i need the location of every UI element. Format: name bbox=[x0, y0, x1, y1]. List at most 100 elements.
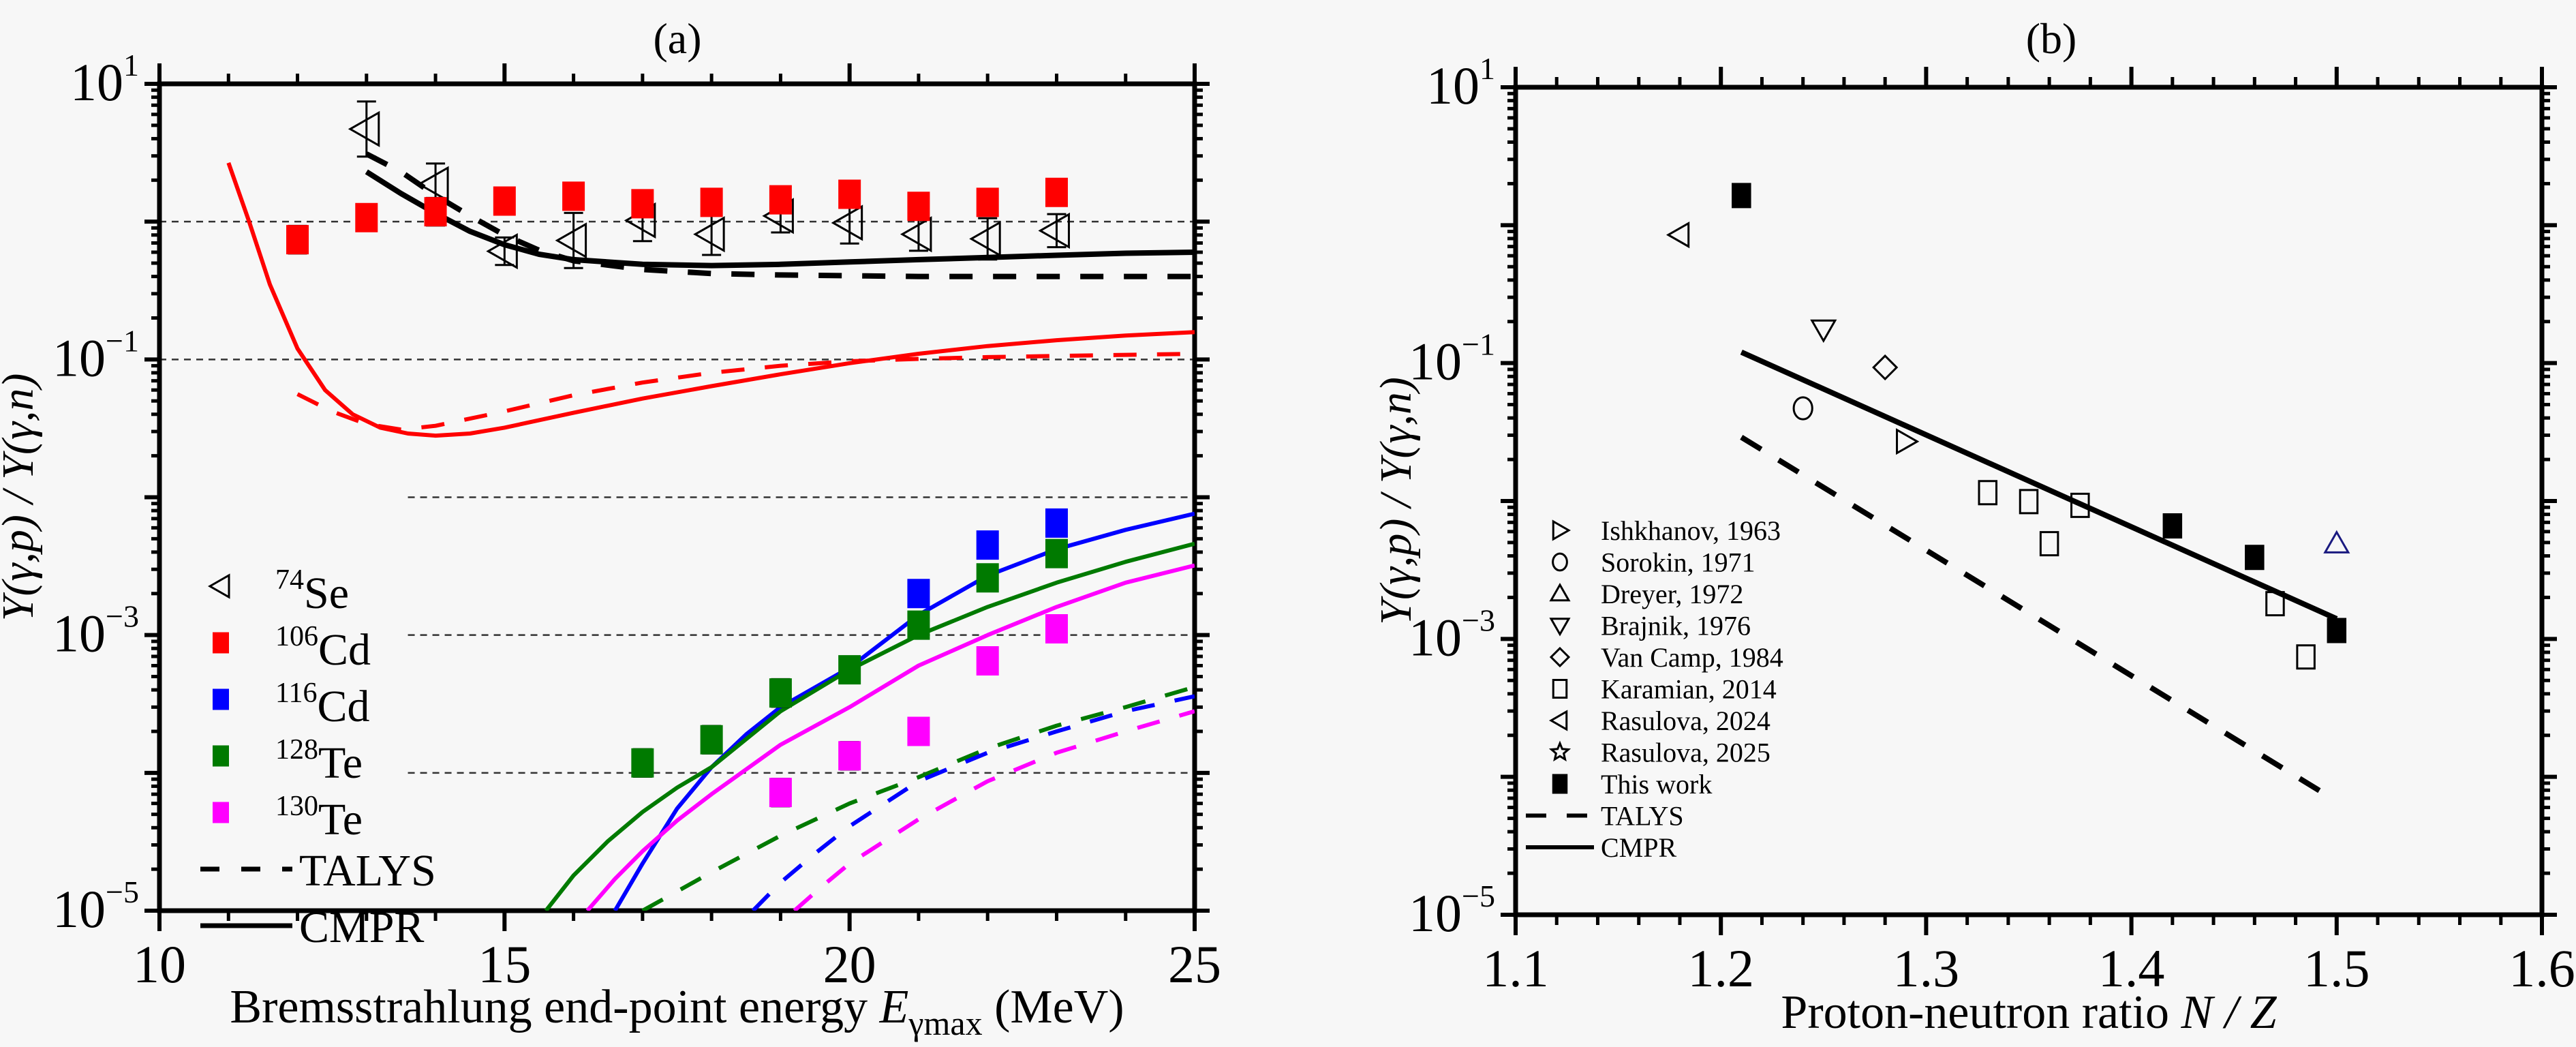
curve-128te-talys bbox=[641, 684, 1195, 911]
data-point-106cd bbox=[976, 187, 999, 217]
data-point-karamian-2014 bbox=[2265, 591, 2285, 617]
curve-cmpr bbox=[1740, 349, 2338, 622]
legend-label: CMPR bbox=[299, 902, 424, 952]
data-point-106cd bbox=[355, 202, 378, 232]
legend-marker bbox=[1552, 774, 1568, 794]
legend-label: Sorokin, 1971 bbox=[1601, 547, 1755, 578]
legend-label: This work bbox=[1601, 769, 1712, 800]
data-point-106cd bbox=[631, 189, 654, 219]
curve-116cd-talys bbox=[751, 694, 1195, 911]
curve-130te-cmpr bbox=[585, 563, 1195, 911]
x-tick-label: 15 bbox=[478, 935, 531, 994]
y-tick-label: 10−3 bbox=[1409, 603, 1495, 667]
x-axis-label: Proton-neutron ratio N / Z bbox=[1781, 986, 2277, 1039]
legend-marker bbox=[1552, 519, 1571, 541]
curve-130te-talys bbox=[793, 709, 1195, 911]
x-tick-label: 1.1 bbox=[1482, 939, 1549, 998]
legend-label: Van Camp, 1984 bbox=[1601, 642, 1783, 673]
x-axis-label: Bremsstrahlung end-point energy Eγmax (M… bbox=[230, 981, 1124, 1042]
legend-label: 106Cd bbox=[275, 621, 371, 675]
data-point-106cd bbox=[838, 179, 861, 209]
data-point-74se bbox=[969, 220, 1001, 258]
legend-label: Ishkhanov, 1963 bbox=[1601, 515, 1781, 546]
data-point-karamian-2014 bbox=[2296, 644, 2316, 670]
data-point-this-work bbox=[1732, 183, 1751, 209]
data-point-74se bbox=[348, 110, 380, 147]
data-point-van-camp-1984 bbox=[1872, 354, 1899, 381]
x-tick-label: 25 bbox=[1168, 935, 1221, 994]
panel-title: (b) bbox=[2026, 14, 2077, 63]
curve-128te-cmpr bbox=[544, 541, 1195, 911]
legend-label: Rasulova, 2024 bbox=[1601, 705, 1770, 736]
legend-label: 116Cd bbox=[275, 678, 369, 731]
data-point-this-work bbox=[2245, 545, 2265, 571]
y-tick-label: 10−5 bbox=[52, 875, 139, 939]
legend-label: TALYS bbox=[1601, 801, 1684, 832]
data-point-128te bbox=[907, 610, 930, 640]
curve-74se-talys bbox=[365, 151, 1195, 279]
legend-marker bbox=[1552, 679, 1568, 699]
legend-label: CMPR bbox=[1601, 832, 1676, 863]
data-point-brajnik-1976 bbox=[1810, 319, 1837, 344]
data-point-116cd bbox=[976, 530, 999, 560]
panel-b: (b) 101 10−1 10−3 10−51.1 1.2 1.3 1.4 1.5 1.6 Prot… bbox=[1371, 14, 2575, 1039]
data-point-128te bbox=[631, 748, 654, 778]
legend-marker bbox=[207, 573, 230, 599]
curve-106cd-talys bbox=[296, 352, 1195, 432]
curve-106cd-cmpr bbox=[226, 162, 1195, 438]
data-point-74se bbox=[831, 204, 863, 241]
data-point-128te bbox=[1045, 538, 1068, 568]
data-point-130te bbox=[976, 646, 999, 676]
y-tick-label: 10−1 bbox=[52, 323, 139, 387]
legend-label: Brajnik, 1976 bbox=[1601, 611, 1751, 641]
data-point-128te bbox=[769, 678, 792, 708]
data-point-130te bbox=[1045, 614, 1068, 644]
legend-marker bbox=[1552, 552, 1568, 572]
y-tick-label: 10−1 bbox=[1409, 327, 1495, 391]
legend-marker bbox=[213, 802, 229, 823]
x-tick-label: 1.2 bbox=[1687, 939, 1754, 998]
y-axis-label: Y(γ,p) / Y(γ,n) bbox=[1371, 377, 1421, 625]
data-point-106cd bbox=[286, 225, 309, 255]
y-axis-label: Y(γ,p) / Y(γ,n) bbox=[0, 374, 43, 622]
data-point-this-work bbox=[2162, 513, 2183, 539]
data-point-106cd bbox=[769, 185, 792, 215]
legend-label: 74Se bbox=[275, 564, 349, 618]
y-tick-label: 10−5 bbox=[1409, 879, 1495, 943]
legend-marker bbox=[213, 632, 229, 654]
data-point-74se bbox=[900, 216, 932, 253]
data-point-74se bbox=[555, 222, 587, 259]
x-tick-label: 1.5 bbox=[2303, 939, 2370, 998]
legend-label: 128Te bbox=[275, 734, 363, 788]
curve-116cd-cmpr bbox=[613, 511, 1195, 911]
data-point-130te bbox=[907, 716, 930, 746]
data-point-ishkhanov-1963 bbox=[1896, 428, 1920, 455]
data-point-74se bbox=[417, 166, 449, 202]
data-point-106cd bbox=[424, 197, 447, 227]
legend-marker bbox=[1549, 582, 1571, 602]
legend-label: 130Te bbox=[275, 791, 363, 845]
data-point-karamian-2014 bbox=[2070, 492, 2090, 518]
data-point-116cd bbox=[907, 579, 930, 609]
curve-talys bbox=[1740, 434, 2328, 798]
legend-marker bbox=[1549, 646, 1571, 668]
legend-marker bbox=[1548, 740, 1571, 762]
legend-marker bbox=[1549, 618, 1571, 637]
legend-label: TALYS bbox=[299, 846, 436, 896]
data-point-128te bbox=[976, 563, 999, 593]
data-point-karamian-2014 bbox=[2039, 531, 2059, 557]
data-point-116cd bbox=[1045, 508, 1068, 538]
curve-74se-cmpr bbox=[365, 169, 1195, 269]
legend-marker bbox=[213, 745, 229, 767]
data-point-74se bbox=[1038, 212, 1070, 249]
legend-label: Rasulova, 2025 bbox=[1601, 738, 1770, 768]
data-point-130te bbox=[838, 741, 861, 771]
panel-title: (a) bbox=[653, 14, 701, 63]
data-point-74se bbox=[486, 232, 518, 270]
x-tick-label: 1.6 bbox=[2509, 939, 2575, 998]
data-point-106cd bbox=[562, 181, 585, 211]
legend-marker bbox=[213, 688, 229, 710]
legend-label: Karamian, 2014 bbox=[1601, 674, 1777, 705]
